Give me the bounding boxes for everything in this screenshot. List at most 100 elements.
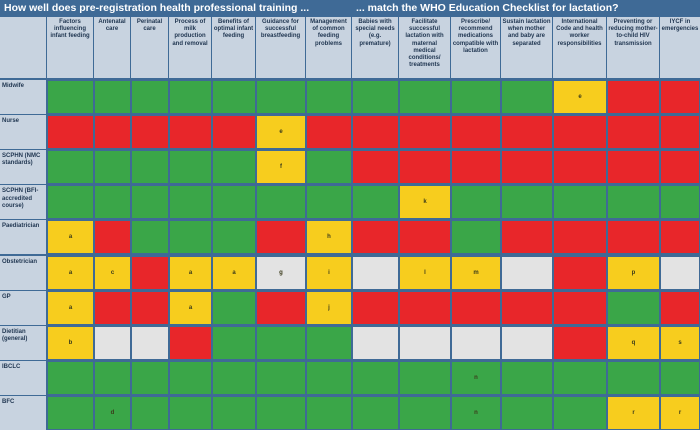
heatmap-cell (132, 361, 168, 394)
heatmap-cell (132, 186, 168, 219)
column-header: Prescribe/ recommend medications compati… (451, 17, 500, 78)
heatmap-cell: a (170, 256, 211, 289)
column-header: Process of milk production and removal (169, 17, 211, 78)
row-label: SCPHN (NMC standards) (0, 150, 46, 185)
heatmap-cell (502, 81, 552, 114)
heatmap-cell (307, 151, 351, 184)
heatmap-cell (213, 361, 255, 394)
heatmap-cell (452, 221, 500, 254)
heatmap-cell (608, 186, 659, 219)
column-header: Facilitate successful lactation with mat… (399, 17, 450, 78)
heatmap-cell (170, 361, 211, 394)
heatmap-cell (307, 361, 351, 394)
column-header: Preventing or reducing mother-to-child H… (607, 17, 659, 78)
heatmap-cell (353, 256, 398, 289)
heatmap-cell (353, 151, 398, 184)
heatmap-cell (502, 361, 552, 394)
heatmap-cell (170, 221, 211, 254)
heatmap-cell (257, 186, 305, 219)
heatmap-cell (502, 186, 552, 219)
heatmap-cell (502, 221, 552, 254)
heatmap-cell: r (661, 396, 699, 429)
heatmap-cell (95, 151, 130, 184)
heatmap-cell (452, 186, 500, 219)
column-header: Management of common feeding problems (306, 17, 351, 78)
heatmap-cell (307, 186, 351, 219)
heatmap-cell (213, 396, 255, 429)
heatmap-cell (452, 151, 500, 184)
heatmap-cell: e (554, 81, 606, 114)
heatmap-cell (95, 361, 130, 394)
heatmap-cell: a (48, 221, 93, 254)
heatmap-cell (502, 256, 552, 289)
heatmap-cell (661, 256, 699, 289)
heatmap-cell (353, 81, 398, 114)
heatmap-cell (502, 326, 552, 359)
heatmap-cell (661, 186, 699, 219)
heatmap-cell: g (257, 256, 305, 289)
heatmap-cell: n (452, 396, 500, 429)
heatmap-cell (452, 291, 500, 324)
heatmap-cell: k (400, 186, 450, 219)
heatmap-cell (661, 116, 699, 149)
heatmap-cell (353, 186, 398, 219)
column-header: Babies with special needs (e.g. prematur… (352, 17, 398, 78)
heatmap-cell (502, 396, 552, 429)
heatmap-cell (353, 361, 398, 394)
row-label: Dietitian (general) (0, 325, 46, 360)
row-label: Midwife (0, 80, 46, 115)
heatmap-cell (132, 151, 168, 184)
heatmap-cell (307, 116, 351, 149)
heatmap-cell (502, 116, 552, 149)
heatmap-cell (307, 396, 351, 429)
heatmap-cell: h (307, 221, 351, 254)
heatmap-cell (213, 186, 255, 219)
heatmap-cell (132, 221, 168, 254)
heatmap-cell (661, 221, 699, 254)
column-header: IYCF in emergencies (660, 17, 700, 78)
heatmap-cell (170, 186, 211, 219)
heatmap-cell (95, 326, 130, 359)
title-right: ... match the WHO Education Checklist fo… (356, 2, 619, 14)
heatmap-cell (132, 81, 168, 114)
heatmap-cell: m (452, 256, 500, 289)
heatmap-cell (213, 151, 255, 184)
heatmap-cell (48, 396, 93, 429)
heatmap-cell (400, 151, 450, 184)
heatmap-cell: e (257, 116, 305, 149)
heatmap-cell (400, 221, 450, 254)
heatmap-cell: r (608, 396, 659, 429)
heatmap-cell (608, 116, 659, 149)
heatmap-cell (400, 116, 450, 149)
heatmap-cell (554, 116, 606, 149)
column-header: Factors influencing infant feeding (47, 17, 93, 78)
heatmap-cell (48, 186, 93, 219)
heatmap-cell (213, 81, 255, 114)
heatmap-cell (48, 116, 93, 149)
heatmap-cell (257, 361, 305, 394)
heatmap-cell: a (48, 256, 93, 289)
row-label: BFC (0, 395, 46, 430)
heatmap-cell (95, 221, 130, 254)
corner-cell (0, 17, 46, 78)
heatmap-cell (661, 361, 699, 394)
heatmap-cell: a (213, 256, 255, 289)
heatmap-cell (353, 116, 398, 149)
heatmap-cell: q (608, 326, 659, 359)
column-header: Benefits of optimal infant feeding (212, 17, 255, 78)
heatmap-cell (257, 396, 305, 429)
heatmap-cell (554, 291, 606, 324)
heatmap-cell (257, 221, 305, 254)
row-label: SCPHN (BFI-accredited course) (0, 185, 46, 220)
row-label: IBCLC (0, 360, 46, 395)
heatmap-cell: p (608, 256, 659, 289)
heatmap-cell (132, 116, 168, 149)
heatmap-cell: f (257, 151, 305, 184)
heatmap-cell: b (48, 326, 93, 359)
heatmap-cell (170, 151, 211, 184)
heatmap-cell (353, 326, 398, 359)
heatmap-cell (661, 291, 699, 324)
heatmap-cell (213, 326, 255, 359)
heatmap-cell (554, 361, 606, 394)
heatmap-cell (452, 116, 500, 149)
